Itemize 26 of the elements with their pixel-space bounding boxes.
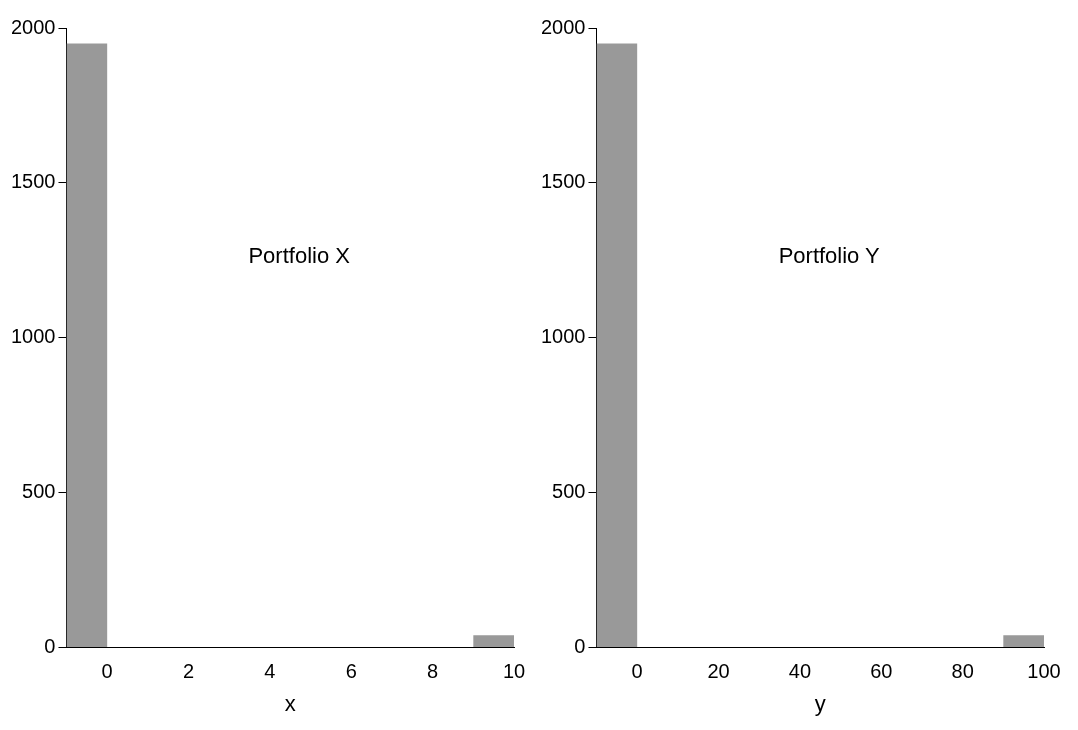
y-tick-label: 1000 bbox=[540, 325, 586, 348]
x-tick-label: 60 bbox=[870, 660, 893, 683]
annotation: Portfolio X bbox=[248, 243, 351, 269]
x-tick-label: 4 bbox=[264, 660, 276, 683]
y-tick-label: 2000 bbox=[540, 15, 586, 38]
x-tick-label: 6 bbox=[345, 660, 357, 683]
y-tick-label: 0 bbox=[44, 635, 56, 658]
y-tick-label: 0 bbox=[574, 635, 586, 658]
y-tick-label: 500 bbox=[22, 480, 56, 503]
x-tick-label: 100 bbox=[1027, 660, 1061, 683]
y-tick-label: 1000 bbox=[10, 325, 56, 348]
y-tick-label: 2000 bbox=[10, 15, 56, 38]
x-tick-label: 0 bbox=[101, 660, 113, 683]
x-tick-label: 80 bbox=[951, 660, 974, 683]
annotation: Portfolio Y bbox=[778, 243, 881, 269]
x-tick-label: 40 bbox=[788, 660, 812, 683]
x-tick-label: 2 bbox=[182, 660, 195, 683]
x-axis-title: x bbox=[284, 690, 296, 716]
x-tick-label: 0 bbox=[631, 660, 643, 683]
x-axis-title: y bbox=[814, 690, 826, 716]
y-tick-label: 500 bbox=[552, 480, 586, 503]
x-tick-label: 20 bbox=[707, 660, 730, 683]
y-tick-label: 1500 bbox=[540, 170, 586, 193]
y-tick-label: 1500 bbox=[10, 170, 56, 193]
x-tick-label: 8 bbox=[427, 660, 439, 683]
x-tick-label: 10 bbox=[502, 660, 526, 683]
